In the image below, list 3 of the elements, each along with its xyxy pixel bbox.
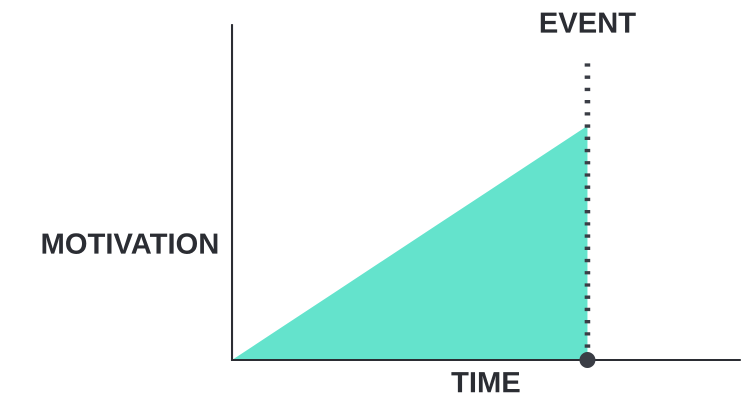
text: EVENT [540,12,636,33]
x-axis-title: TIME [451,372,520,392]
y-axis-title: MOTIVATION [42,233,218,254]
